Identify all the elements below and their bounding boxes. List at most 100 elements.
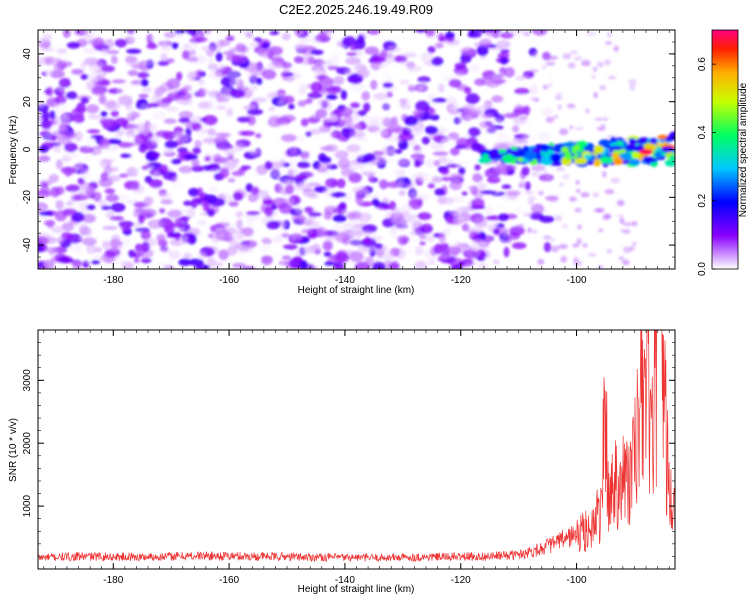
heatmap-cell: [72, 261, 82, 269]
heatmap-cell: [191, 159, 200, 167]
heatmap-cell: [325, 177, 338, 189]
heatmap-cell: [281, 255, 292, 260]
heatmap-cell: [250, 186, 260, 195]
heatmap-cell: [598, 265, 603, 269]
heatmap-cell: [55, 200, 64, 210]
x-tick-label: -120: [451, 575, 471, 586]
heatmap-cell: [101, 65, 115, 73]
heatmap-cell: [246, 220, 253, 225]
heatmap-cell: [394, 148, 403, 154]
heatmap-cell: [539, 215, 555, 223]
heatmap-cell: [457, 115, 471, 125]
heatmap-cell: [438, 232, 446, 244]
heatmap-cell: [227, 178, 236, 183]
heatmap-cell: [528, 200, 534, 206]
heatmap-cell: [41, 110, 50, 122]
heatmap-cell: [295, 204, 305, 214]
heatmap-cell: [140, 230, 151, 240]
colorbar-tick-label: 0.6: [697, 57, 708, 71]
heatmap-cell: [374, 243, 383, 250]
heatmap-cell: [350, 130, 366, 138]
heatmap-cell: [414, 245, 424, 256]
heatmap-cell: [85, 65, 98, 72]
heatmap-cell: [618, 256, 625, 261]
heatmap-cell: [40, 182, 49, 188]
heatmap-cell: [73, 131, 83, 142]
heatmap-cell: [178, 165, 193, 174]
heatmap-cell: [339, 201, 347, 210]
heatmap-cell: [138, 214, 145, 225]
heatmap-cell: [566, 103, 576, 109]
heatmap-cell: [515, 93, 532, 103]
heatmap-cell: [341, 209, 348, 216]
heatmap-cell: [524, 190, 535, 195]
heatmap-cell: [531, 164, 546, 172]
heatmap-cell: [104, 188, 116, 194]
heatmap-cell: [297, 38, 313, 43]
heatmap-cell: [183, 154, 198, 160]
heatmap-cell: [502, 154, 515, 163]
heatmap-cell: [45, 86, 54, 97]
heatmap-cell: [272, 235, 283, 244]
heatmap-cell: [443, 75, 453, 82]
heatmap-cell: [635, 139, 648, 145]
heatmap-cell: [529, 96, 539, 101]
heatmap-cell: [523, 212, 533, 217]
heatmap-cell: [63, 208, 77, 214]
heatmap-cell: [86, 104, 100, 114]
heatmap-cell: [248, 148, 260, 156]
heatmap-cell: [472, 173, 483, 183]
heatmap-cell: [218, 249, 229, 261]
heatmap-cell: [235, 253, 247, 261]
heatmap-cell: [588, 253, 597, 257]
heatmap-cell: [134, 164, 144, 174]
heatmap-cell: [406, 124, 422, 133]
heatmap-cell: [171, 88, 179, 95]
heatmap-cell: [431, 56, 444, 66]
heatmap-cell: [343, 222, 360, 229]
x-tick-label: -160: [219, 275, 239, 286]
heatmap-cell: [248, 84, 259, 91]
heatmap-cell: [372, 261, 386, 269]
heatmap-cell: [111, 79, 127, 84]
heatmap-cell: [122, 261, 136, 269]
heatmap-cell: [503, 112, 520, 119]
heatmap-cell: [346, 52, 357, 57]
heatmap-cell: [269, 30, 280, 36]
heatmap-cell: [409, 230, 422, 236]
heatmap-cell: [195, 128, 206, 138]
heatmap-cell: [261, 255, 273, 266]
heatmap-cell: [542, 108, 553, 117]
heatmap-cell: [345, 57, 362, 65]
heatmap-cell: [606, 248, 613, 254]
heatmap-cell: [518, 185, 525, 188]
heatmap-cell: [38, 211, 53, 217]
heatmap-cell: [484, 127, 499, 135]
heatmap-cell: [402, 52, 418, 58]
heatmap-cell: [446, 37, 455, 43]
y-tick-label: -20: [22, 190, 33, 205]
heatmap-cell: [229, 240, 240, 247]
heatmap-cell: [506, 260, 515, 269]
heatmap-cell: [80, 97, 90, 104]
heatmap-cell: [447, 246, 462, 255]
heatmap-cell: [202, 201, 210, 212]
heatmap-cell: [248, 64, 262, 75]
heatmap-cell: [325, 94, 338, 100]
heatmap-cell: [50, 225, 65, 234]
heatmap-cell: [530, 171, 540, 177]
heatmap-cell: [616, 199, 625, 207]
heatmap-cell: [345, 238, 361, 246]
heatmap-cell: [204, 156, 211, 162]
heatmap-cell: [606, 156, 614, 164]
heatmap-cell: [52, 57, 63, 68]
heatmap-cell: [512, 124, 520, 133]
heatmap-cell: [607, 31, 612, 38]
heatmap-cell: [608, 76, 616, 80]
heatmap-cell: [542, 84, 548, 90]
heatmap-cell: [528, 69, 539, 73]
heatmap-cell: [288, 66, 300, 72]
heatmap-cell: [213, 153, 222, 162]
heatmap-cell: [500, 195, 511, 200]
heatmap-cell: [364, 46, 379, 55]
